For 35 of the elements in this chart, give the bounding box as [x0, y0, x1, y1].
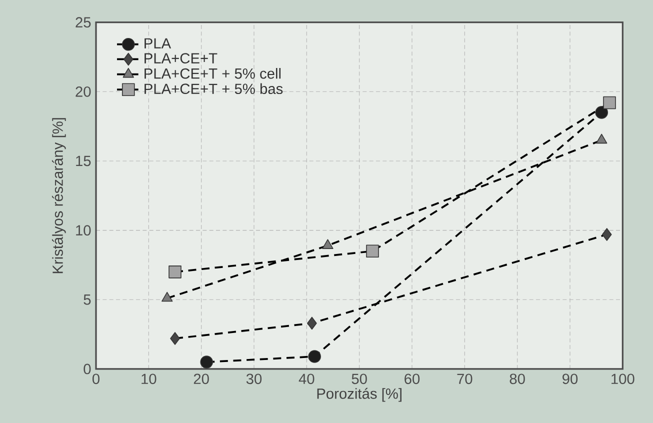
x-tick-label: 30: [246, 374, 262, 384]
y-tick-label: 20: [76, 86, 91, 97]
y-tick-label: 5: [84, 294, 91, 305]
x-tick-label: 90: [562, 374, 578, 384]
y-tick-label: 10: [76, 225, 91, 236]
point: [595, 106, 608, 119]
y-axis-title: Kristályos részarány [%]: [52, 118, 66, 274]
point: [366, 244, 379, 258]
y-tick-label: 0: [84, 364, 91, 374]
x-tick-label: 70: [457, 374, 472, 384]
legend-label: PLA+CE+T: [144, 53, 218, 64]
point: [162, 292, 173, 302]
legend-label: PLA+CE+T + 5% cell: [144, 68, 281, 79]
point: [200, 356, 214, 368]
x-tick-label: 0: [92, 374, 100, 384]
point: [602, 228, 612, 241]
point: [168, 266, 182, 278]
x-tick-label: 40: [298, 374, 314, 384]
point: [322, 239, 334, 249]
point: [596, 134, 608, 144]
y-tick-label: 25: [76, 17, 91, 28]
legend-label: PLA: [144, 38, 172, 48]
point: [170, 332, 180, 345]
x-axis-title: Porozitás [%]: [317, 388, 402, 402]
x-tick-label: 60: [404, 374, 420, 384]
point: [603, 96, 616, 110]
x-tick-label: 100: [612, 374, 634, 384]
point: [307, 316, 317, 330]
x-tick-label: 80: [510, 374, 525, 384]
point: [308, 350, 321, 363]
legend-label: PLA+CE+T + 5% bas: [144, 83, 283, 94]
x-tick-label: 20: [194, 374, 209, 384]
x-tick-label: 50: [352, 374, 367, 384]
x-tick-label: 10: [142, 374, 156, 384]
y-tick-label: 15: [76, 156, 91, 166]
